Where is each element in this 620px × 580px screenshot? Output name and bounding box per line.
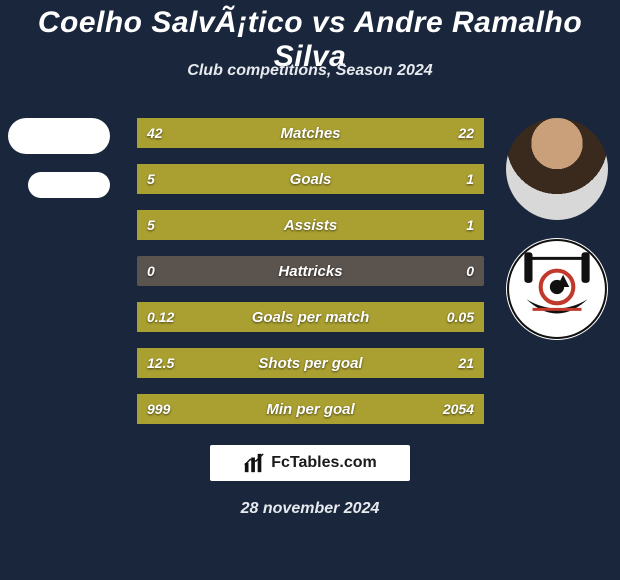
right-player-column <box>502 118 612 358</box>
stat-row: 51Goals <box>137 164 484 194</box>
left-player-avatar <box>8 118 110 154</box>
stat-row: 00Hattricks <box>137 256 484 286</box>
stat-row: 9992054Min per goal <box>137 394 484 424</box>
left-player-crest <box>28 172 110 198</box>
stat-label: Matches <box>137 118 484 148</box>
corinthians-crest-icon <box>506 238 608 340</box>
brand-box: FcTables.com <box>210 445 410 481</box>
stat-label: Goals per match <box>137 302 484 332</box>
brand-text: FcTables.com <box>271 454 377 472</box>
stat-row: 12.521Shots per goal <box>137 348 484 378</box>
right-player-crest <box>506 238 608 340</box>
stat-row: 0.120.05Goals per match <box>137 302 484 332</box>
left-player-column <box>8 118 118 198</box>
stat-label: Min per goal <box>137 394 484 424</box>
stat-label: Assists <box>137 210 484 240</box>
stat-label: Shots per goal <box>137 348 484 378</box>
date-text: 28 november 2024 <box>0 500 620 518</box>
stat-row: 4222Matches <box>137 118 484 148</box>
stat-label: Hattricks <box>137 256 484 286</box>
subtitle: Club competitions, Season 2024 <box>0 62 620 80</box>
stat-row: 51Assists <box>137 210 484 240</box>
stat-label: Goals <box>137 164 484 194</box>
right-player-avatar <box>506 118 608 220</box>
bar-chart-icon <box>243 452 265 474</box>
comparison-bars: 4222Matches 51Goals 51Assists 00Hattricks 0.… <box>137 118 484 440</box>
